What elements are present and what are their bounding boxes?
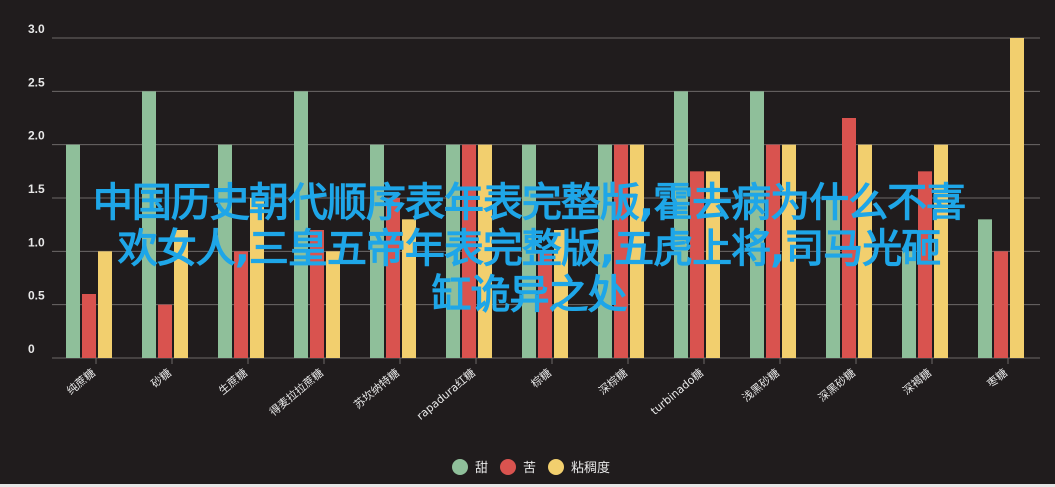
bar-2-11 [842, 118, 856, 358]
bar-1-5 [370, 144, 384, 358]
bar-2-6 [462, 144, 476, 358]
bar-3-5 [402, 219, 416, 358]
bar-3-6 [478, 144, 492, 358]
bar-3-12 [934, 144, 948, 358]
bar-3-2 [174, 230, 188, 358]
bar-1-7 [522, 144, 536, 358]
x-tick-label: 深棕糖 [596, 366, 630, 398]
bar-3-11 [858, 144, 872, 358]
bar-2-3 [234, 251, 248, 358]
x-tick-label: 纯蔗糖 [64, 366, 98, 398]
x-tick-label: 浅黑砂糖 [739, 366, 782, 405]
bar-3-7 [554, 230, 568, 358]
bar-1-12 [902, 251, 916, 358]
bar-3-3 [250, 198, 264, 358]
bar-2-4 [310, 230, 324, 358]
bar-3-13 [1010, 38, 1024, 358]
x-tick-label: 苏坎纳特糖 [351, 366, 402, 412]
bar-1-11 [826, 198, 840, 358]
bar-1-9 [674, 91, 688, 358]
legend-label: 粘稠度 [571, 460, 610, 476]
bar-3-8 [630, 144, 644, 358]
x-tick-label: 生蔗糖 [216, 366, 250, 398]
bars [66, 38, 1024, 358]
bar-2-8 [614, 144, 628, 358]
x-tick-label: rapadura红糖 [414, 366, 478, 423]
y-axis-ticks: 0 0.5 1.0 1.5 2.0 2.5 3.0 [28, 22, 45, 356]
x-tick-label: 深褐糖 [900, 366, 934, 398]
bar-1-1 [66, 144, 80, 358]
bar-2-13 [994, 251, 1008, 358]
x-tick-label: 砂糖 [148, 366, 174, 391]
x-tick-label: 深黑砂糖 [815, 366, 858, 405]
x-tick-label: 枣糖 [984, 366, 1010, 391]
bottom-edge [0, 484, 1055, 487]
bar-1-6 [446, 144, 460, 358]
x-axis-ticks: 纯蔗糖 砂糖 生蔗糖 得麦拉拉蔗糖 苏坎纳特糖 rapadura红糖 棕糖 深棕糖 turbin… [64, 358, 1010, 423]
legend-swatch [500, 459, 516, 475]
legend-swatch [452, 459, 468, 475]
bar-3-1 [98, 251, 112, 358]
overlay-line-3: 缸诡异之处 [431, 272, 628, 318]
legend: 甜 苦 粘稠度 [452, 459, 610, 476]
y-tick-label: 0.5 [28, 289, 45, 303]
y-tick-label: 0 [28, 342, 35, 356]
bar-1-8 [598, 144, 612, 358]
legend-label: 苦 [523, 460, 536, 476]
bar-1-4 [294, 91, 308, 358]
y-tick-label: 2.5 [28, 75, 45, 89]
bar-2-12 [918, 171, 932, 358]
bar-2-9 [690, 171, 704, 358]
bar-3-4 [326, 251, 340, 358]
overlay-line-1: 中国历史朝代顺序表年表完整版,霍去病为什么不喜 [92, 180, 966, 226]
bar-2-7 [538, 251, 552, 358]
bar-1-10 [750, 91, 764, 358]
x-tick-label: turbinado糖 [648, 366, 706, 418]
y-tick-label: 3.0 [28, 22, 45, 36]
y-tick-label: 1.0 [28, 235, 45, 249]
bar-2-10 [766, 144, 780, 358]
overlay-headline: 中国历史朝代顺序表年表完整版,霍去病为什么不喜 欢女人,三皇五帝年表完整版,五虎… [14, 180, 1044, 318]
y-tick-label: 2.0 [28, 129, 45, 143]
bar-2-5 [386, 198, 400, 358]
legend-swatch [548, 459, 564, 475]
bar-1-13 [978, 219, 992, 358]
bar-2-1 [82, 294, 96, 358]
bar-1-3 [218, 144, 232, 358]
bar-1-2 [142, 91, 156, 358]
y-tick-label: 1.5 [28, 182, 45, 196]
legend-label: 甜 [475, 460, 488, 476]
bar-3-9 [706, 171, 720, 358]
overlay-line-2: 欢女人,三皇五帝年表完整版,五虎上将,司马光砸 [117, 226, 942, 272]
bar-3-10 [782, 144, 796, 358]
x-tick-label: 得麦拉拉蔗糖 [266, 366, 326, 419]
bar-2-2 [158, 304, 172, 358]
x-tick-label: 棕糖 [528, 366, 554, 391]
